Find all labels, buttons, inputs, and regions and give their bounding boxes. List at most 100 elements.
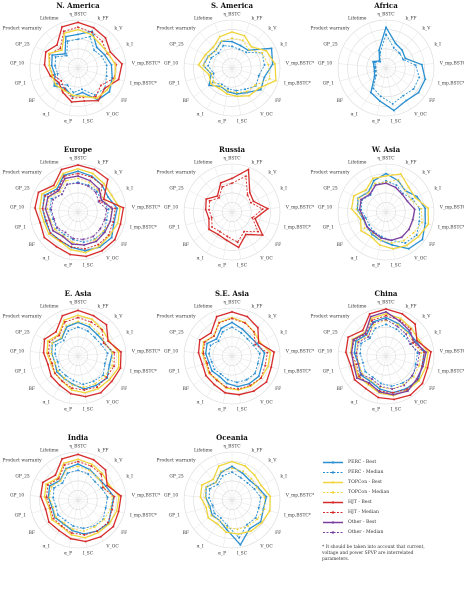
- series-point: [273, 351, 276, 354]
- series-point: [368, 337, 371, 340]
- series-point: [249, 201, 252, 204]
- axis-label: Product warranty: [156, 315, 196, 320]
- series-point: [416, 363, 419, 366]
- series-point: [105, 323, 108, 326]
- grid-spoke: [77, 355, 104, 397]
- series-point: [84, 251, 87, 254]
- series-point: [214, 481, 217, 484]
- series-point: [385, 182, 387, 185]
- series-point: [254, 343, 257, 346]
- legend-marker: [331, 531, 335, 534]
- series-line: [345, 308, 432, 401]
- axis-label: α_I: [351, 401, 358, 406]
- series-point: [370, 377, 373, 380]
- series-point: [58, 529, 61, 532]
- series-point: [226, 235, 229, 238]
- axis-label: FF: [121, 531, 127, 536]
- axis-label: FF: [275, 99, 281, 104]
- series-point: [253, 474, 256, 477]
- grid-spoke: [339, 67, 387, 82]
- axis-label: k_I: [280, 187, 287, 192]
- series-point: [352, 364, 355, 367]
- series-point: [204, 208, 207, 211]
- axis-label: k_V: [268, 27, 277, 32]
- series-point: [208, 208, 211, 211]
- series-point: [84, 536, 87, 539]
- legend-label: TOPCon - Best: [348, 480, 382, 485]
- series-line: [54, 326, 109, 385]
- grid-spoke: [231, 351, 280, 357]
- series-point: [364, 189, 367, 192]
- series-point: [380, 236, 383, 239]
- series-line: [39, 168, 121, 254]
- axis-label: α_I: [197, 545, 204, 550]
- series-point: [63, 89, 66, 92]
- legend-swatch: [323, 491, 343, 494]
- series-point: [100, 343, 103, 346]
- series-point: [101, 184, 104, 187]
- series-point: [48, 219, 51, 222]
- series-point: [69, 253, 72, 256]
- axis-label: k_V: [422, 171, 431, 176]
- series-point: [52, 184, 55, 187]
- axis-label: k_V: [268, 315, 277, 320]
- series-point: [207, 505, 210, 508]
- series-point: [240, 331, 243, 334]
- series-point: [112, 525, 115, 528]
- series-point: [65, 468, 68, 471]
- axis-label: BF: [29, 531, 35, 536]
- series-point: [244, 175, 247, 178]
- series-point: [201, 363, 204, 366]
- series-point: [247, 525, 250, 528]
- series-point: [110, 380, 113, 383]
- series-point: [77, 463, 79, 465]
- radar-chart: η_BSTC k_FF k_V k_I V_mp,BSTC* I_mp,BSTC* FF V_…: [156, 433, 315, 557]
- series-point: [256, 326, 259, 329]
- series-point: [207, 55, 210, 58]
- series-point: [88, 325, 91, 328]
- axis-label: GP_10: [164, 494, 178, 499]
- axis-label: GP_10: [10, 62, 24, 67]
- series-point: [83, 388, 86, 391]
- axis-label: GP_10: [10, 494, 24, 499]
- series-point: [87, 473, 90, 476]
- series-point: [248, 479, 251, 482]
- series-point: [257, 74, 260, 77]
- series-point: [210, 72, 213, 75]
- series-line: [44, 175, 114, 246]
- series-point: [261, 363, 264, 366]
- series-point: [401, 49, 404, 52]
- axis-label: I_mp,BSTC*: [130, 225, 158, 230]
- series-point: [265, 49, 268, 52]
- axis-label: α_I: [43, 401, 50, 406]
- series-point: [245, 378, 248, 381]
- series-point: [400, 236, 403, 239]
- series-point: [202, 352, 205, 355]
- series-point: [47, 352, 50, 355]
- series-point: [236, 385, 239, 388]
- series-point: [390, 385, 393, 388]
- series-point: [378, 244, 381, 247]
- series-point: [106, 352, 109, 355]
- series-line: [349, 313, 429, 397]
- series-point: [113, 365, 116, 368]
- series-point: [414, 196, 417, 199]
- series-point: [52, 517, 55, 520]
- axis-label: k_V: [268, 459, 277, 464]
- axis-label: GP_1: [15, 225, 27, 230]
- series-point: [82, 95, 85, 98]
- series-point: [52, 198, 55, 201]
- grid-spoke: [376, 355, 387, 404]
- series-point: [401, 381, 404, 384]
- series-line: [48, 465, 113, 532]
- grid-spoke: [385, 211, 396, 260]
- axis-label: I_mp,BSTC*: [438, 225, 464, 230]
- axis-label: Lifetime: [348, 304, 367, 309]
- legend-marker: [331, 461, 335, 464]
- series-point: [421, 221, 424, 224]
- series-point: [239, 543, 242, 546]
- series-point: [199, 496, 202, 499]
- series-point: [265, 495, 268, 498]
- series-point: [82, 386, 85, 389]
- series-point: [41, 207, 44, 210]
